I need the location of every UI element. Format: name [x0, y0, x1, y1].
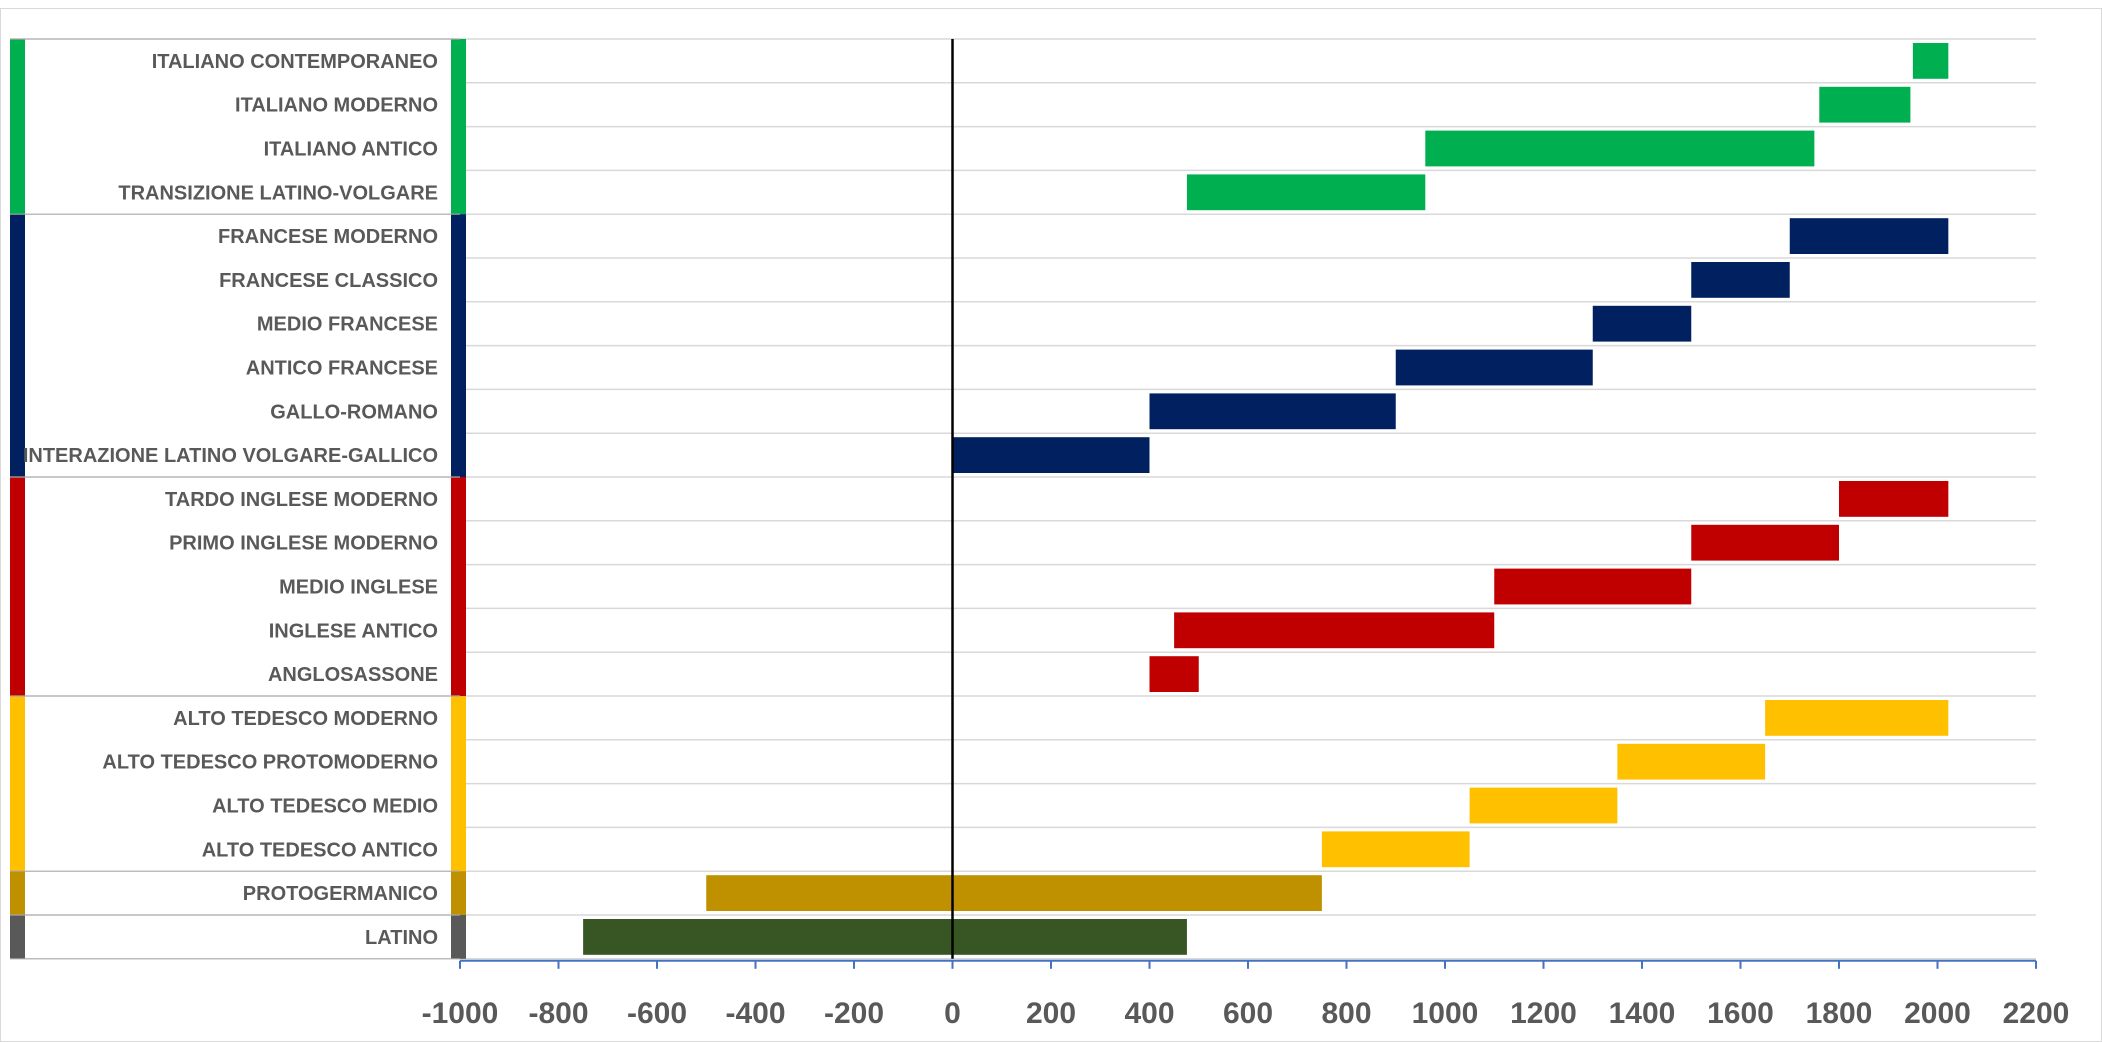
x-tick-label: 1800 — [1806, 997, 1873, 1030]
x-tick-label: -800 — [528, 997, 588, 1030]
bar-latino — [583, 919, 1187, 955]
grid-lines — [460, 38, 2036, 960]
bar-italiano-contemporaneo — [1912, 43, 1949, 79]
bar-primo-inglese-moderno — [1691, 524, 1839, 561]
bar-alto-tedesco-moderno — [1765, 700, 1949, 736]
category-label: PRIMO INGLESE MODERNO — [169, 533, 438, 555]
category-label: TARDO INGLESE MODERNO — [165, 489, 438, 511]
x-tick-label: 800 — [1321, 997, 1371, 1030]
category-label: PROTOGERMANICO — [243, 883, 438, 905]
bar-medio-francese — [1592, 305, 1692, 342]
category-label: FRANCESE CLASSICO — [219, 270, 438, 292]
x-tick-label: 600 — [1223, 997, 1273, 1030]
x-tick-label: 2000 — [1904, 997, 1971, 1030]
category-label: ALTO TEDESCO MODERNO — [173, 708, 438, 730]
x-tick-label: -600 — [627, 997, 687, 1030]
x-tick-labels: -1000 -800 -600 -400 -200 0 200 400 600 800 1000 12… — [422, 997, 2070, 1030]
x-tick-label: 0 — [944, 997, 961, 1030]
category-label: ITALIANO ANTICO — [264, 139, 438, 161]
category-label: FRANCESE MODERNO — [218, 226, 438, 248]
x-tick-label: 1000 — [1412, 997, 1479, 1030]
group-stripe-left — [10, 214, 25, 477]
group-stripe-right — [451, 39, 466, 215]
category-label: INGLESE ANTICO — [269, 620, 438, 642]
bar-medio-inglese — [1494, 568, 1692, 605]
group-stripe-right — [451, 696, 466, 872]
category-label: TRANSIZIONE LATINO-VOLGARE — [118, 182, 438, 204]
category-label: GALLO-ROMANO — [270, 401, 438, 423]
group-stripe-right — [451, 915, 466, 959]
x-tick-label: -400 — [725, 997, 785, 1030]
bar-gallo-romano — [1149, 393, 1396, 430]
x-tick-label: 400 — [1124, 997, 1174, 1030]
category-label: ITALIANO MODERNO — [235, 95, 438, 117]
bar-protogermanico — [706, 875, 1322, 911]
bar-antico-francese — [1395, 349, 1593, 386]
category-label: INTERAZIONE LATINO VOLGARE-GALLICO — [23, 445, 438, 467]
category-label: LATINO — [365, 927, 438, 949]
bar-tardo-inglese-moderno — [1839, 481, 1949, 517]
x-tick-label: -1000 — [422, 997, 499, 1030]
bar-anglosassone — [1149, 656, 1199, 692]
bar-transizione-latino-volgare — [1186, 174, 1426, 211]
bar-alto-tedesco-medio — [1469, 787, 1618, 824]
bar-inglese-antico — [1174, 612, 1495, 649]
bar-italiano-antico — [1425, 130, 1815, 167]
category-label: ALTO TEDESCO PROTOMODERNO — [102, 752, 438, 774]
bar-interazione-latino-volgare-gallico — [952, 437, 1150, 473]
category-label: MEDIO FRANCESE — [257, 314, 438, 336]
x-tick-label: 1400 — [1609, 997, 1676, 1030]
group-stripe-left — [10, 871, 25, 915]
group-stripe-left — [10, 915, 25, 959]
bar-alto-tedesco-protomoderno — [1617, 743, 1766, 780]
x-tick-label: 200 — [1026, 997, 1076, 1030]
group-stripe-right — [451, 214, 466, 477]
group-stripe-left — [10, 39, 25, 215]
category-label: ALTO TEDESCO MEDIO — [212, 796, 438, 818]
bars — [583, 43, 1949, 955]
bar-italiano-moderno — [1819, 86, 1911, 123]
x-tick-label: 1200 — [1510, 997, 1577, 1030]
bar-alto-tedesco-antico — [1321, 831, 1470, 868]
x-tick-label: -200 — [824, 997, 884, 1030]
group-stripe-right — [451, 871, 466, 915]
x-tick-label: 1600 — [1707, 997, 1774, 1030]
category-label: ANTICO FRANCESE — [246, 358, 438, 380]
x-tick-label: 2200 — [2003, 997, 2070, 1030]
group-stripe-left — [10, 696, 25, 872]
bar-francese-classico — [1691, 262, 1790, 298]
category-label: ALTO TEDESCO ANTICO — [202, 839, 438, 861]
category-labels: ITALIANO CONTEMPORANEO ITALIANO MODERNO IT… — [23, 51, 438, 949]
group-stripe-left — [10, 477, 25, 696]
axes — [459, 39, 2037, 969]
bar-francese-moderno — [1789, 218, 1949, 254]
group-color-stripes — [10, 38, 466, 960]
category-label: ITALIANO CONTEMPORANEO — [152, 51, 438, 73]
category-label: ANGLOSASSONE — [268, 664, 438, 686]
category-label: MEDIO INGLESE — [279, 577, 438, 599]
group-stripe-right — [451, 477, 466, 696]
